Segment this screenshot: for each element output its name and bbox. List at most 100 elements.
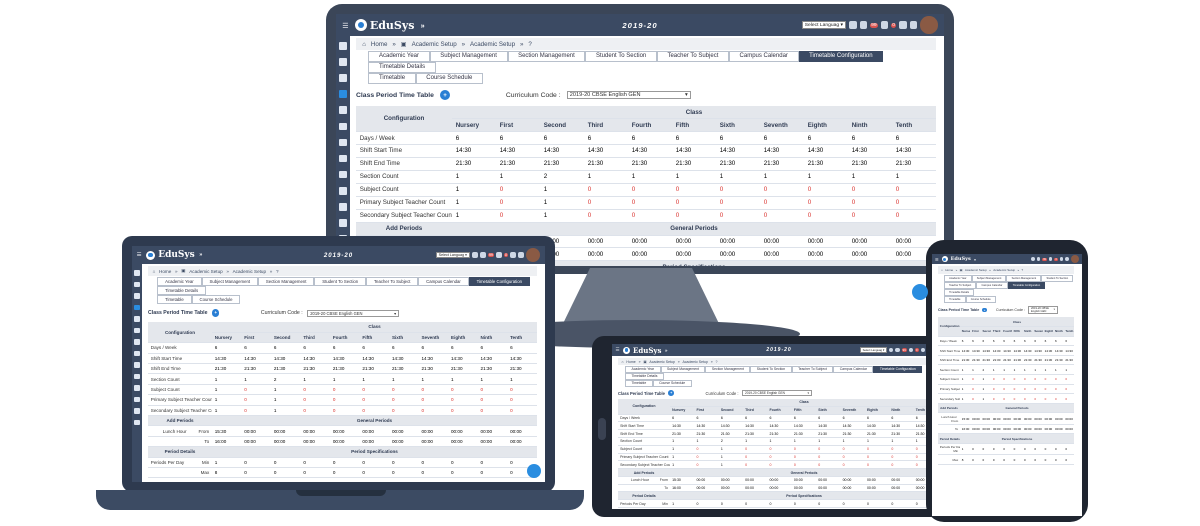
to-time-input[interactable]: 00:00 — [718, 484, 744, 493]
home-icon[interactable]: ⌂ — [941, 268, 943, 272]
max-periods-input[interactable]: 0 — [791, 507, 817, 509]
home-icon[interactable]: ⌂ — [621, 359, 624, 364]
sidebar-chat-icon[interactable] — [134, 373, 140, 379]
to-time-input[interactable]: 00:00 — [330, 436, 360, 448]
from-time-input[interactable]: 00:00 — [507, 425, 537, 437]
to-time-input[interactable]: 00:00 — [791, 484, 817, 493]
list-icon[interactable] — [472, 252, 478, 258]
breadcrumb-home[interactable]: Home — [945, 268, 954, 272]
max-periods-input[interactable]: 0 — [1001, 454, 1012, 465]
sidebar-document-icon[interactable] — [134, 396, 140, 402]
language-select[interactable]: Select Languag ▾ — [435, 251, 470, 258]
tab-section-management[interactable]: Section Management — [1006, 275, 1042, 282]
sidebar-info-icon[interactable] — [134, 316, 140, 322]
max-periods-input[interactable]: 0 — [300, 467, 331, 479]
add-button[interactable]: + — [668, 390, 675, 396]
from-time-input[interactable]: 00:00 — [628, 235, 672, 249]
from-time-input[interactable]: 00:00 — [760, 235, 804, 249]
breadcrumb-home[interactable]: Home — [626, 359, 636, 364]
min-periods-input[interactable]: 0 — [743, 499, 768, 509]
min-periods-input[interactable]: 0 — [980, 443, 992, 456]
sidebar-chat-icon[interactable] — [338, 186, 348, 195]
min-periods-input[interactable]: 0 — [300, 457, 331, 468]
breadcrumb-help[interactable]: ? — [1021, 268, 1024, 272]
max-periods-input[interactable]: 0 — [359, 467, 390, 479]
tab-timetable-details[interactable]: Timetable Details — [368, 62, 436, 73]
max-periods-input[interactable]: 0 — [271, 467, 301, 479]
tab-academic-year[interactable]: Academic Year — [157, 277, 202, 286]
from-time-input[interactable]: 15:30 — [960, 412, 971, 425]
sidebar-user-icon[interactable] — [134, 327, 140, 333]
collapse-chevron-icon[interactable]: » — [664, 347, 668, 353]
tab-academic-year[interactable]: Academic Year — [625, 366, 661, 373]
help-icon[interactable] — [920, 347, 925, 353]
from-time-input[interactable]: 00:00 — [330, 425, 360, 437]
tab-timetable-configuration[interactable]: Timetable Configuration — [1007, 282, 1046, 289]
collapse-chevron-icon[interactable]: » — [420, 20, 425, 30]
to-time-input[interactable]: 00:00 — [507, 436, 537, 448]
min-periods-input[interactable]: 0 — [1022, 443, 1033, 456]
from-time-input[interactable]: 00:00 — [840, 476, 865, 485]
sidebar-calendar-icon[interactable] — [338, 154, 348, 163]
tab-section-management[interactable]: Section Management — [507, 51, 586, 62]
from-time-input[interactable]: 00:00 — [477, 425, 508, 437]
language-select[interactable]: Select Languag ▾ — [859, 347, 888, 353]
tab-teacher-to-subject[interactable]: Teacher To Subject — [366, 277, 419, 286]
to-time-input[interactable]: 00:00 — [980, 424, 992, 435]
max-periods-input[interactable]: 0 — [241, 467, 272, 479]
max-periods-input[interactable]: 0 — [816, 507, 841, 509]
sidebar-home-icon[interactable] — [338, 42, 348, 50]
tab-campus-calendar[interactable]: Campus Calendar — [728, 51, 799, 62]
min-periods-input[interactable]: 0 — [864, 499, 890, 509]
min-periods-input[interactable]: 0 — [1042, 443, 1054, 456]
sidebar-list-icon[interactable] — [134, 419, 140, 425]
tab-teacher-to-subject[interactable]: Teacher To Subject — [944, 282, 977, 289]
from-time-input[interactable]: 00:00 — [864, 476, 890, 485]
to-time-input[interactable]: 00:00 — [1053, 424, 1064, 435]
tab-academic-year[interactable]: Academic Year — [368, 51, 430, 62]
from-time-input[interactable]: 00:00 — [1063, 412, 1074, 425]
notification-badge[interactable]: 99 — [901, 348, 907, 352]
max-periods-input[interactable]: 0 — [418, 467, 449, 479]
thumbs-up-icon[interactable] — [859, 21, 868, 29]
brand[interactable]: EduSys — [623, 346, 661, 355]
tab-timetable[interactable]: Timetable — [944, 296, 966, 303]
mail-icon[interactable] — [1048, 257, 1053, 261]
to-time-input[interactable]: 00:00 — [1042, 424, 1054, 435]
mail-icon[interactable] — [496, 252, 502, 258]
help-icon[interactable] — [510, 252, 516, 258]
breadcrumb-home[interactable]: Home — [159, 268, 172, 274]
breadcrumb-academic-setup[interactable]: Academic Setup — [189, 268, 223, 274]
help-icon[interactable] — [1059, 257, 1064, 261]
to-time-input[interactable]: 16:00 — [960, 424, 971, 435]
from-time-input[interactable]: 00:00 — [980, 412, 992, 425]
sidebar-users-icon[interactable] — [134, 339, 140, 345]
help-icon[interactable] — [899, 21, 907, 29]
sidebar-book-icon[interactable] — [134, 304, 140, 310]
to-time-input[interactable]: 16:00 — [670, 484, 695, 493]
home-icon[interactable]: ⌂ — [152, 268, 156, 274]
from-time-input[interactable]: 00:00 — [694, 476, 719, 485]
from-time-input[interactable]: 00:00 — [716, 235, 760, 249]
min-periods-input[interactable]: 0 — [241, 457, 272, 468]
tab-section-management[interactable]: Section Management — [705, 366, 751, 373]
menu-icon[interactable]: ☰ — [342, 20, 349, 30]
min-periods-input[interactable]: 0 — [718, 499, 744, 509]
max-periods-input[interactable]: 8 — [670, 507, 695, 509]
max-periods-input[interactable]: 0 — [970, 454, 981, 465]
tab-section-management[interactable]: Section Management — [257, 277, 315, 286]
tab-subject-management[interactable]: Subject Management — [660, 366, 706, 373]
tab-teacher-to-subject[interactable]: Teacher To Subject — [791, 366, 834, 373]
tab-timetable[interactable]: Timetable — [157, 295, 192, 304]
sidebar-home-icon[interactable] — [134, 270, 140, 276]
sidebar-info-icon[interactable] — [338, 106, 348, 115]
min-periods-input[interactable]: 0 — [1032, 443, 1043, 456]
breadcrumb-help[interactable]: ? — [715, 359, 718, 364]
tab-timetable-details[interactable]: Timetable Details — [157, 286, 206, 295]
collapse-chevron-icon[interactable]: » — [973, 256, 977, 262]
max-periods-input[interactable]: 0 — [330, 467, 360, 479]
from-time-input[interactable]: 00:00 — [767, 476, 792, 485]
brand[interactable]: EduSys — [354, 19, 414, 32]
list-icon[interactable] — [889, 347, 894, 353]
min-periods-input[interactable]: 0 — [448, 457, 478, 468]
